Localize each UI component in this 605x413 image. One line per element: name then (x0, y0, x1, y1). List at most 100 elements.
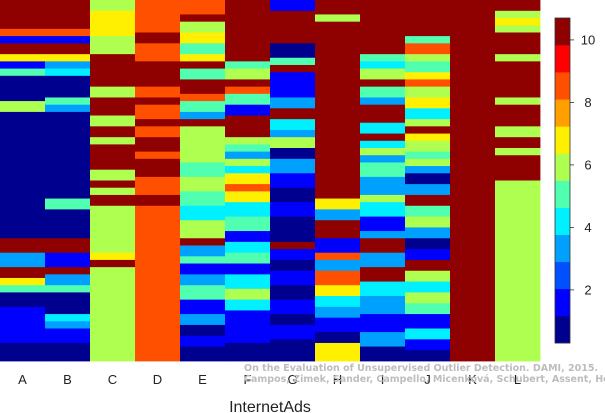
heatmap-cell-e-29 (180, 324, 226, 337)
heatmap-cell-h-13 (315, 306, 361, 319)
heatmap-cell-i-19 (360, 238, 406, 254)
heatmap-cell-e-10 (180, 101, 226, 113)
heatmap-cell-g-14 (270, 173, 316, 189)
colorbar-tick-label-2: 2 (584, 282, 591, 297)
heatmap-cell-g-9 (270, 119, 316, 131)
colorbar-band-5 (555, 180, 570, 208)
heatmap-cell-i-12 (360, 155, 406, 163)
colorbar-band-8 (555, 99, 570, 127)
heatmap-cell-e-16 (180, 162, 226, 178)
heatmap-cell-i-22 (360, 281, 406, 297)
heatmap-cell-e-1 (180, 14, 226, 23)
x-axis-title: InternetAds (229, 399, 311, 413)
heatmap-cell-j-15 (405, 158, 451, 167)
heatmap-cell-e-15 (180, 144, 226, 163)
heatmap-cell-j-19 (405, 194, 451, 207)
heatmap-cell-j-9 (405, 108, 451, 120)
heatmap-cell-e-6 (180, 61, 226, 69)
heatmap-cell-d-11 (135, 158, 181, 178)
heatmap-cell-g-19 (270, 241, 316, 250)
heatmap-cell-g-6 (270, 72, 316, 98)
heatmap-cell-i-26 (360, 346, 406, 362)
heatmap-cell-i-6 (360, 97, 406, 106)
heatmap-cell-i-0 (360, 0, 406, 55)
heatmap-cell-j-16 (405, 166, 451, 174)
heatmap-cell-i-2 (360, 61, 406, 69)
heatmap-cell-f-22 (225, 263, 271, 275)
heatmap-cell-e-27 (180, 299, 226, 315)
heatmap-cell-b-14 (45, 238, 91, 254)
heatmap-cell-f-13 (225, 166, 271, 174)
heatmap-cell-g-16 (270, 202, 316, 217)
heatmap-cell-e-14 (180, 133, 226, 145)
heatmap-cell-f-11 (225, 151, 271, 160)
heatmap-cell-i-11 (360, 148, 406, 156)
heatmap-cell-e-4 (180, 43, 226, 55)
heatmap-cell-b-17 (45, 274, 91, 286)
heatmap-cell-g-12 (270, 148, 316, 160)
heatmap-cell-e-28 (180, 314, 226, 326)
heatmap-cell-a-16 (0, 285, 46, 293)
x-tick-label-i: I (381, 372, 385, 387)
heatmap-cell-j-27 (405, 281, 451, 293)
heatmap-cell-b-0 (45, 0, 91, 30)
heatmap-cell-j-30 (405, 314, 451, 329)
heatmap-cell-e-30 (180, 335, 226, 347)
heatmap-cell-a-3 (0, 43, 46, 55)
x-tick-label-b: B (63, 372, 72, 387)
heatmap-cell-l-0 (495, 0, 541, 12)
heatmap-cell-i-4 (360, 79, 406, 88)
heatmap-cell-l-13 (495, 180, 541, 192)
heatmap-cell-d-13 (135, 194, 181, 207)
heatmap-cell-a-0 (0, 0, 46, 30)
colorbar-band-2 (555, 261, 570, 290)
heatmap-cell-g-18 (270, 231, 316, 243)
heatmap-cell-c-19 (90, 259, 136, 268)
heatmap-cell-i-24 (360, 314, 406, 333)
heatmap-cell-e-21 (180, 238, 226, 246)
heatmap-cell-i-1 (360, 54, 406, 62)
heatmap-cell-b-10 (45, 111, 91, 120)
heatmap-cell-j-7 (405, 86, 451, 98)
heatmap-cell-e-18 (180, 191, 226, 207)
heatmap-cell-c-15 (90, 187, 136, 196)
heatmap-cell-d-4 (135, 86, 181, 98)
heatmap-cell-e-20 (180, 220, 226, 239)
heatmap-cell-j-10 (405, 119, 451, 127)
colorbar-band-3 (555, 234, 570, 263)
heatmap-cell-h-7 (315, 238, 361, 254)
heatmap-cell-b-21 (45, 321, 91, 329)
heatmap-cell-c-2 (90, 28, 136, 37)
x-tick-label-k: K (468, 372, 477, 387)
heatmap-cell-a-5 (0, 61, 46, 69)
colorbar-band-1 (555, 288, 570, 317)
colorbar-tick-label-8: 8 (584, 95, 591, 110)
heatmap-cell-d-12 (135, 176, 181, 196)
heatmap-cell-a-9 (0, 101, 46, 113)
heatmap-cell-f-10 (225, 144, 271, 153)
heatmap-cell-b-5 (45, 61, 91, 69)
heatmap-cell-j-23 (405, 238, 451, 250)
heatmap-cell-g-17 (270, 216, 316, 232)
heatmap-cell-l-6 (495, 61, 541, 98)
heatmap-cell-g-15 (270, 187, 316, 203)
watermark-line-2: Campos, Zimek, Sander, Campello, Micenko… (244, 374, 605, 385)
colorbar-band-6 (555, 153, 570, 181)
heatmap-cell-g-1 (270, 10, 316, 37)
heatmap-cell-g-3 (270, 43, 316, 59)
heatmap-cell-e-9 (180, 93, 226, 102)
colorbar-frame (554, 17, 571, 344)
heatmap-cell-i-10 (360, 140, 406, 149)
heatmap-cell-a-13 (0, 252, 46, 268)
heatmap-cell-g-27 (270, 339, 316, 362)
heatmap-cell-h-14 (315, 317, 361, 333)
heatmap-cell-i-5 (360, 86, 406, 98)
heatmap-cell-l-2 (495, 18, 541, 26)
x-tick-label-j: J (424, 372, 431, 387)
heatmap-cell-g-20 (270, 249, 316, 261)
heatmap-cell-c-8 (90, 115, 136, 127)
heatmap-cell-e-25 (180, 274, 226, 286)
heatmap-cell-e-2 (180, 21, 226, 33)
heatmap-cell-b-11 (45, 119, 91, 199)
